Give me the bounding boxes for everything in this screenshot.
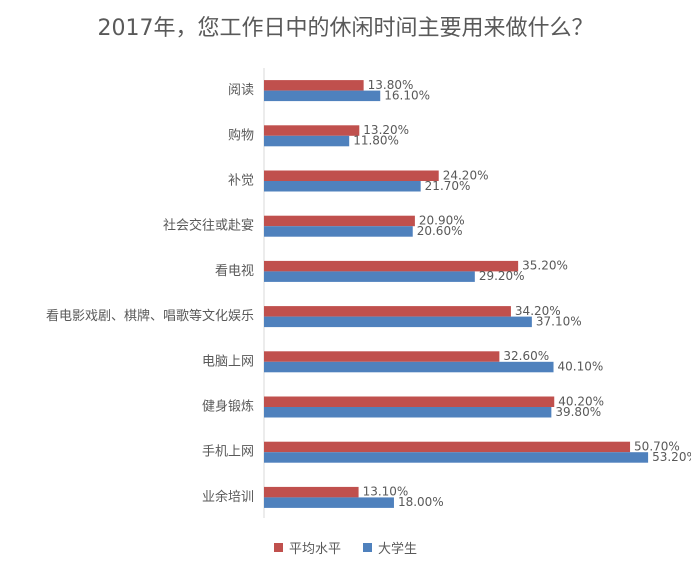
data-label-series-1-cat-3: 20.60% — [417, 224, 463, 238]
bar-series-0-cat-5 — [264, 306, 511, 317]
data-label-series-1-cat-0: 16.10% — [384, 88, 430, 102]
legend-swatch-series-1 — [363, 543, 372, 552]
bar-series-1-cat-4 — [264, 271, 475, 282]
category-label-3: 社会交往或赴宴 — [163, 218, 254, 234]
bar-series-1-cat-1 — [264, 135, 350, 147]
bar-series-0-cat-7 — [264, 396, 555, 407]
legend-swatch-series-0 — [273, 543, 283, 552]
data-label-series-0-cat-7: 40.20% — [558, 394, 604, 408]
bar-series-0-cat-3 — [264, 215, 415, 227]
bar-series-0-cat-1 — [264, 125, 360, 136]
data-label-series-0-cat-1: 13.20% — [363, 123, 409, 137]
bar-series-1-cat-6 — [264, 361, 554, 373]
category-label-4: 看电视 — [215, 263, 254, 279]
data-label-series-1-cat-8: 53.20% — [652, 450, 691, 464]
bar-series-0-cat-4 — [264, 260, 519, 272]
bar-series-1-cat-8 — [264, 452, 649, 463]
legend-label-series-0: 平均水平 — [288, 542, 341, 557]
data-label-series-0-cat-0: 13.80% — [368, 78, 414, 92]
data-label-series-0-cat-5: 34.20% — [515, 304, 561, 318]
legend-item-series-0: 平均水平 — [273, 538, 341, 557]
data-label-series-0-cat-8: 50.70% — [634, 439, 680, 453]
data-label-series-1-cat-4: 29.20% — [479, 269, 525, 283]
chart-title: 2017年，您工作日中的休闲时间主要用来做什么？ — [97, 16, 594, 41]
data-label-series-1-cat-1: 11.80% — [353, 134, 399, 148]
data-label-series-1-cat-6: 40.10% — [558, 360, 604, 374]
bar-series-1-cat-7 — [264, 407, 552, 418]
category-label-8: 手机上网 — [202, 445, 254, 460]
bar-series-1-cat-5 — [264, 316, 532, 328]
bar-series-1-cat-2 — [264, 181, 421, 192]
bar-series-0-cat-6 — [264, 351, 500, 362]
bar-series-1-cat-9 — [264, 497, 394, 508]
data-label-series-0-cat-9: 13.10% — [363, 485, 409, 499]
bar-series-0-cat-8 — [264, 441, 631, 453]
data-label-series-0-cat-3: 20.90% — [419, 213, 465, 227]
bar-series-1-cat-0 — [264, 90, 381, 102]
data-label-series-1-cat-5: 37.10% — [536, 314, 582, 328]
bar-series-0-cat-9 — [264, 486, 359, 498]
data-label-series-1-cat-7: 39.80% — [555, 405, 601, 419]
data-label-series-0-cat-4: 35.20% — [522, 259, 568, 273]
category-label-0: 阅读 — [228, 83, 254, 98]
bar-series-0-cat-0 — [264, 80, 364, 91]
category-label-5: 看电影戏剧、棋牌、唱歌等文化娱乐 — [46, 308, 254, 324]
category-label-7: 健身锻炼 — [202, 399, 254, 415]
data-label-series-1-cat-2: 21.70% — [425, 179, 471, 193]
bar-series-0-cat-2 — [264, 170, 439, 181]
data-label-series-1-cat-9: 18.00% — [398, 495, 444, 509]
bar-series-1-cat-3 — [264, 226, 413, 237]
legend-item-series-1: 大学生 — [363, 538, 417, 557]
category-label-6: 电脑上网 — [202, 354, 254, 369]
category-label-1: 购物 — [228, 127, 254, 143]
data-label-series-0-cat-6: 32.60% — [503, 349, 549, 363]
category-label-9: 业余培训 — [202, 489, 254, 505]
legend: 平均水平 大学生 — [0, 538, 691, 557]
legend-label-series-1: 大学生 — [378, 542, 418, 557]
category-label-2: 补觉 — [228, 174, 254, 189]
data-label-series-0-cat-2: 24.20% — [443, 168, 489, 182]
